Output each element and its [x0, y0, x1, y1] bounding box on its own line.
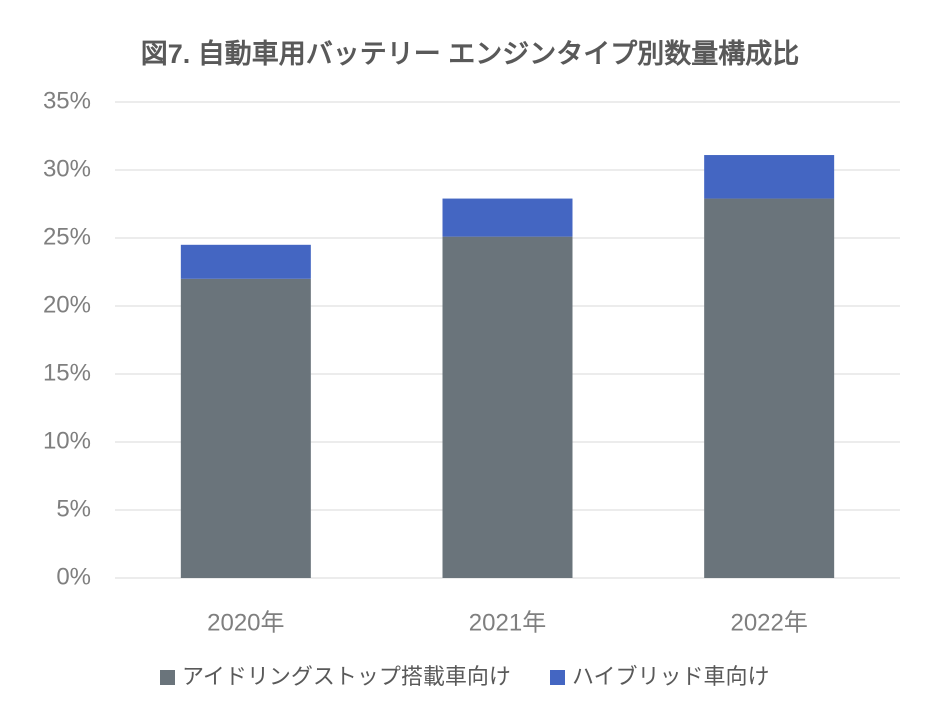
y-tick-label: 30% [43, 155, 91, 182]
y-tick-label: 0% [56, 563, 91, 590]
y-tick-label: 35% [43, 87, 91, 114]
y-tick-label: 15% [43, 359, 91, 386]
y-tick-label: 20% [43, 291, 91, 318]
legend-label: アイドリングストップ搭載車向け [182, 664, 511, 689]
bar-segment [442, 236, 573, 578]
y-tick-label: 5% [56, 495, 91, 522]
y-tick-label: 10% [43, 427, 91, 454]
bar-segment [704, 198, 835, 578]
bar-segment [442, 198, 573, 237]
y-tick-label: 25% [43, 223, 91, 250]
legend-swatch [550, 670, 565, 685]
bar-segment [180, 244, 311, 279]
legend-swatch [160, 670, 175, 685]
legend-label: ハイブリッド車向け [572, 664, 770, 689]
bar-segment [180, 278, 311, 578]
x-tick-label: 2022年 [730, 609, 807, 636]
x-tick-label: 2021年 [469, 609, 546, 636]
chart-title: 図7. 自動車用バッテリー エンジンタイプ別数量構成比 [141, 38, 800, 69]
x-tick-label: 2020年 [207, 609, 284, 636]
bar-segment [704, 155, 835, 199]
